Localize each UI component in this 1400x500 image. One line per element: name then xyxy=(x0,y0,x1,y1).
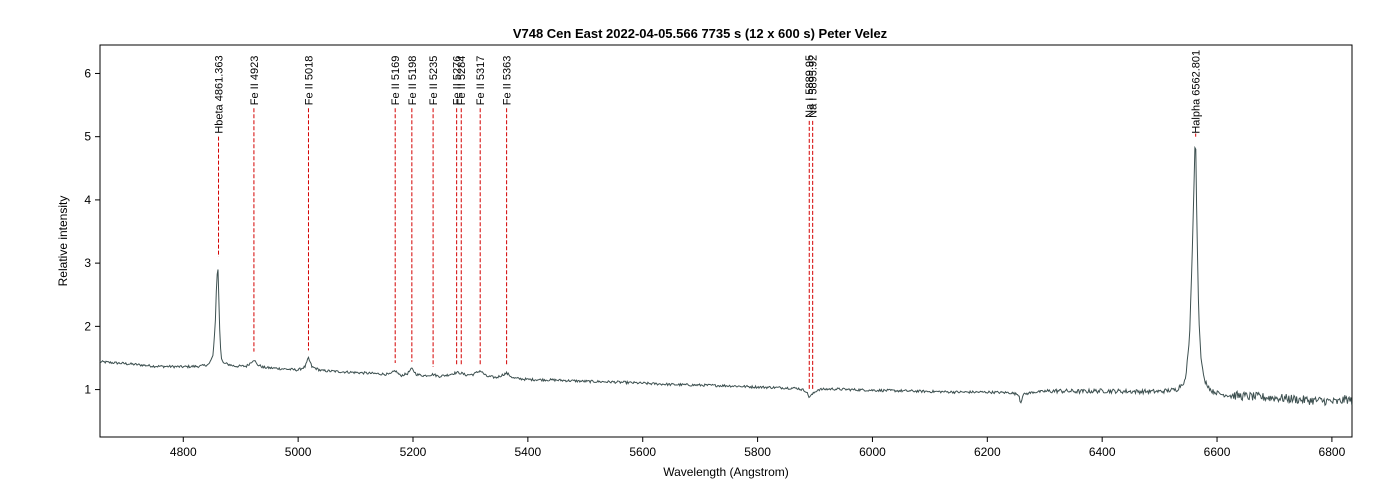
line-marker-label: Fe II 5363 xyxy=(502,56,514,106)
y-tick-label: 6 xyxy=(84,66,91,80)
line-marker-label: Fe II 5317 xyxy=(475,56,487,106)
line-marker-label: Fe II 5235 xyxy=(428,56,440,106)
x-tick-label: 6400 xyxy=(1089,445,1116,459)
line-marker-label: Fe II 4923 xyxy=(249,56,261,106)
x-tick-label: 5200 xyxy=(400,445,427,459)
chart-title: V748 Cen East 2022-04-05.566 7735 s (12 … xyxy=(513,26,888,41)
line-markers: Hbeta 4861.363 Fe II 4923 Fe II 5018 Fe II … xyxy=(214,50,1203,390)
plot-area-frame xyxy=(99,44,1353,438)
x-tick-label: 5800 xyxy=(744,445,771,459)
y-axis-title: Relative intensity xyxy=(56,196,70,287)
x-axis-title: Wavelength (Angstrom) xyxy=(663,465,789,479)
y-tick-label: 4 xyxy=(84,193,91,207)
line-marker-label: Fe II 5169 xyxy=(390,56,402,106)
y-tick-label: 3 xyxy=(84,256,91,270)
x-tick-label: 5000 xyxy=(285,445,312,459)
line-marker-label: Na I 5895.92 xyxy=(808,55,820,118)
line-marker-label: Fe II 5198 xyxy=(407,56,419,106)
line-marker-label: Na I 5889.95 xyxy=(804,55,816,118)
x-axis: 4800 5000 5200 5400 5600 5800 6000 6200 6400 6600… xyxy=(170,437,1346,459)
line-marker-label: Fe II 5018 xyxy=(303,56,315,106)
line-marker-label: Hbeta 4861.363 xyxy=(214,55,226,133)
y-axis: 1 2 3 4 5 6 xyxy=(84,66,100,397)
x-tick-label: 6600 xyxy=(1204,445,1231,459)
line-marker-label: Fe II 5284 xyxy=(456,56,468,106)
line-marker-label: Halpha 6562.801 xyxy=(1191,50,1203,134)
x-tick-label: 6000 xyxy=(859,445,886,459)
line-marker-label: Fe II 5276 xyxy=(452,56,464,106)
x-tick-label: 6800 xyxy=(1319,445,1346,459)
y-tick-label: 5 xyxy=(84,130,91,144)
x-tick-label: 5600 xyxy=(629,445,656,459)
spectrum-line xyxy=(99,145,1353,407)
y-tick-label: 1 xyxy=(84,383,91,397)
x-tick-label: 5400 xyxy=(515,445,542,459)
y-tick-label: 2 xyxy=(84,319,91,333)
x-tick-label: 4800 xyxy=(170,445,197,459)
x-tick-label: 6200 xyxy=(974,445,1001,459)
